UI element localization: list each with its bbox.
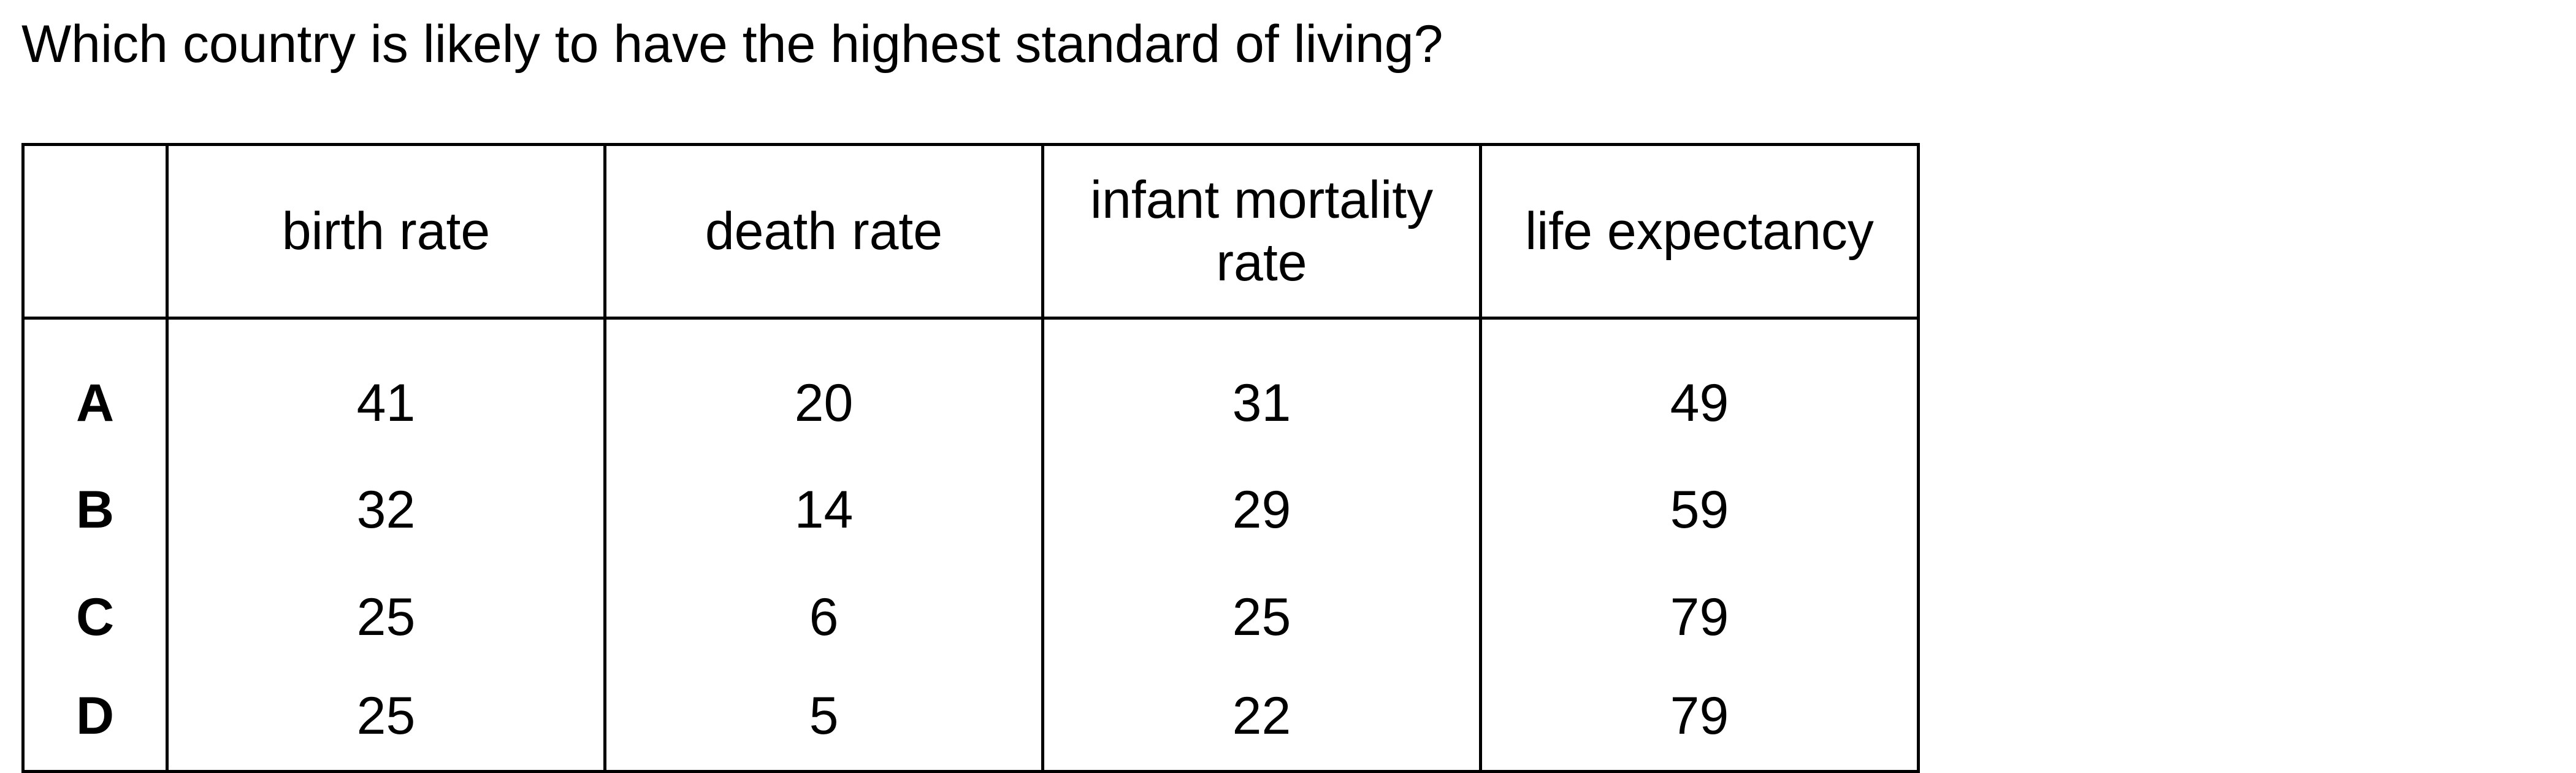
table-header-row: birth rate death rate infant mortality r… [23, 144, 1919, 320]
cell-a-death-rate: 20 [605, 318, 1044, 456]
table-row: C 25 6 25 79 [23, 563, 1919, 671]
cell-a-birth-rate: 41 [167, 318, 606, 456]
row-label-c: C [23, 563, 169, 671]
cell-c-birth-rate: 25 [167, 563, 606, 671]
cell-a-life-expectancy: 49 [1670, 374, 1729, 433]
cell-b-death-rate: 14 [605, 456, 1044, 564]
column-header-infant-mortality-rate: infant mortality rate [1042, 144, 1482, 320]
row-label-b: B [23, 456, 169, 564]
cell-b-infant-mortality-rate: 29 [1042, 456, 1482, 564]
table-row: D 25 5 22 79 [23, 671, 1919, 772]
row-label-a: A [23, 318, 169, 456]
question-text: Which country is likely to have the high… [21, 15, 1443, 74]
country-statistics-table: birth rate death rate infant mortality r… [21, 143, 1920, 773]
cell-b-birth-rate: 32 [167, 456, 606, 564]
column-header-death-rate: death rate [605, 144, 1044, 320]
cell-c-death-rate: 6 [605, 563, 1044, 671]
column-header-life-expectancy: life expectancy [1480, 144, 1919, 320]
table-row: A 41 20 31 49 [23, 318, 1919, 456]
cell-d-life-expectancy: 79 [1670, 686, 1729, 746]
cell-d-birth-rate: 25 [167, 671, 606, 772]
table-row: B 32 14 29 59 [23, 456, 1919, 564]
cell-d-death-rate: 5 [605, 671, 1044, 772]
cell-c-infant-mortality-rate: 25 [1042, 563, 1482, 671]
cell-d-infant-mortality-rate: 22 [1042, 671, 1482, 772]
cell-a-infant-mortality-rate: 31 [1042, 318, 1482, 456]
row-label-d: D [23, 671, 169, 772]
corner-cell [23, 144, 169, 320]
cell-c-life-expectancy: 79 [1670, 588, 1729, 647]
column-header-birth-rate: birth rate [167, 144, 606, 320]
cell-b-life-expectancy: 59 [1670, 480, 1729, 539]
